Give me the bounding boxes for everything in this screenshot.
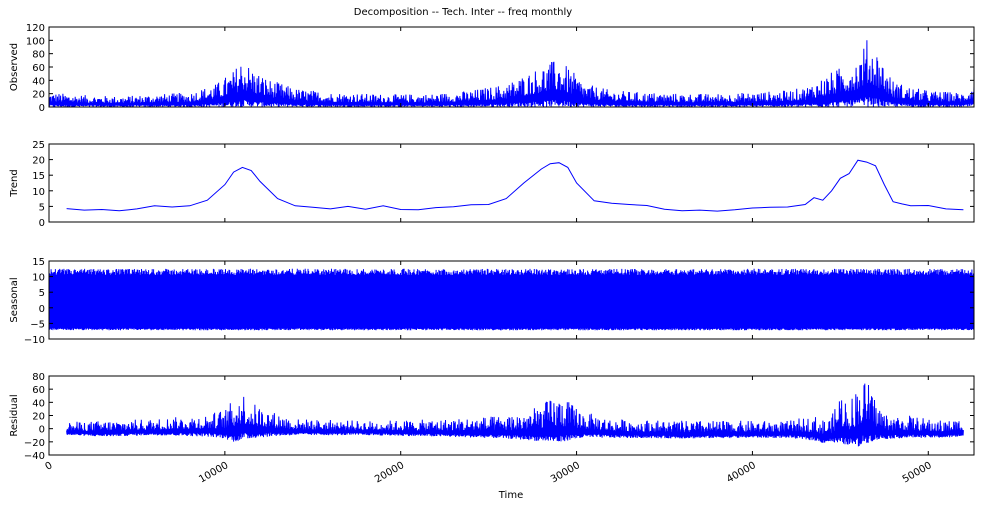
x-axis-label: Time <box>498 490 523 501</box>
subplot-trend: 0 5 10 15 20 25 Trend <box>9 140 975 229</box>
y-tick-label: −10 <box>24 335 45 346</box>
y-tick-label: 40 <box>32 76 45 87</box>
y-tick-label: 80 <box>32 50 45 61</box>
x-tick-label: 40000 <box>725 460 758 485</box>
axes-frame <box>48 260 975 340</box>
x-tick-label: 30000 <box>549 460 582 485</box>
y-tick-label: 0 <box>39 103 45 114</box>
y-tick-label: 10 <box>32 187 45 198</box>
y-tick-label: 100 <box>26 36 45 47</box>
x-tick-label: 0 <box>43 460 54 473</box>
y-tick-label: 5 <box>39 288 45 299</box>
y-tick-label: 25 <box>32 140 45 151</box>
y-tick-label: 15 <box>32 257 45 268</box>
figure-title: Decomposition -- Tech. Inter -- freq mon… <box>354 7 573 18</box>
y-tick-label: 5 <box>39 202 45 213</box>
series-line-trend <box>66 159 964 212</box>
y-tick-label: −40 <box>24 451 45 462</box>
series-line-residual <box>66 383 964 447</box>
y-tick-label: 60 <box>32 63 45 74</box>
y-tick-label: 40 <box>32 398 45 409</box>
y-tick-label: −20 <box>24 438 45 449</box>
x-tick-label: 50000 <box>901 460 934 485</box>
axes-frame <box>48 143 975 223</box>
subplot-seasonal: −10 −5 0 5 10 15 Seasonal <box>9 257 975 346</box>
y-tick-label: 80 <box>32 372 45 383</box>
subplot-residual: −40 −20 0 20 40 60 80 Residual 0 10000 20000 30000 4… <box>9 372 975 486</box>
y-tick-label: 10 <box>32 273 45 284</box>
y-tick-label: 20 <box>32 90 45 101</box>
x-tick-label: 20000 <box>373 460 406 485</box>
y-tick-label: 0 <box>39 425 45 436</box>
y-tick-label: 60 <box>32 385 45 396</box>
y-tick-label: 0 <box>39 218 45 229</box>
series-line-observed <box>49 40 974 107</box>
x-tick-label: 10000 <box>197 460 230 485</box>
y-tick-label: 0 <box>39 304 45 315</box>
y-tick-label: 20 <box>32 412 45 423</box>
y-axis-label: Residual <box>9 394 20 436</box>
subplot-observed: 0 20 40 60 80 100 120 Observed <box>9 23 975 114</box>
y-axis-label: Observed <box>9 43 20 91</box>
subplot-panels: 020406080100120Observed0510152025Trend−1… <box>9 23 975 486</box>
y-tick-label: 20 <box>32 156 45 167</box>
y-axis-label: Seasonal <box>9 277 20 322</box>
y-tick-label: −5 <box>30 319 45 330</box>
series-line-seasonal <box>49 268 974 331</box>
y-tick-label: 15 <box>32 171 45 182</box>
y-tick-label: 120 <box>26 23 45 34</box>
y-axis-label: Trend <box>9 169 20 197</box>
